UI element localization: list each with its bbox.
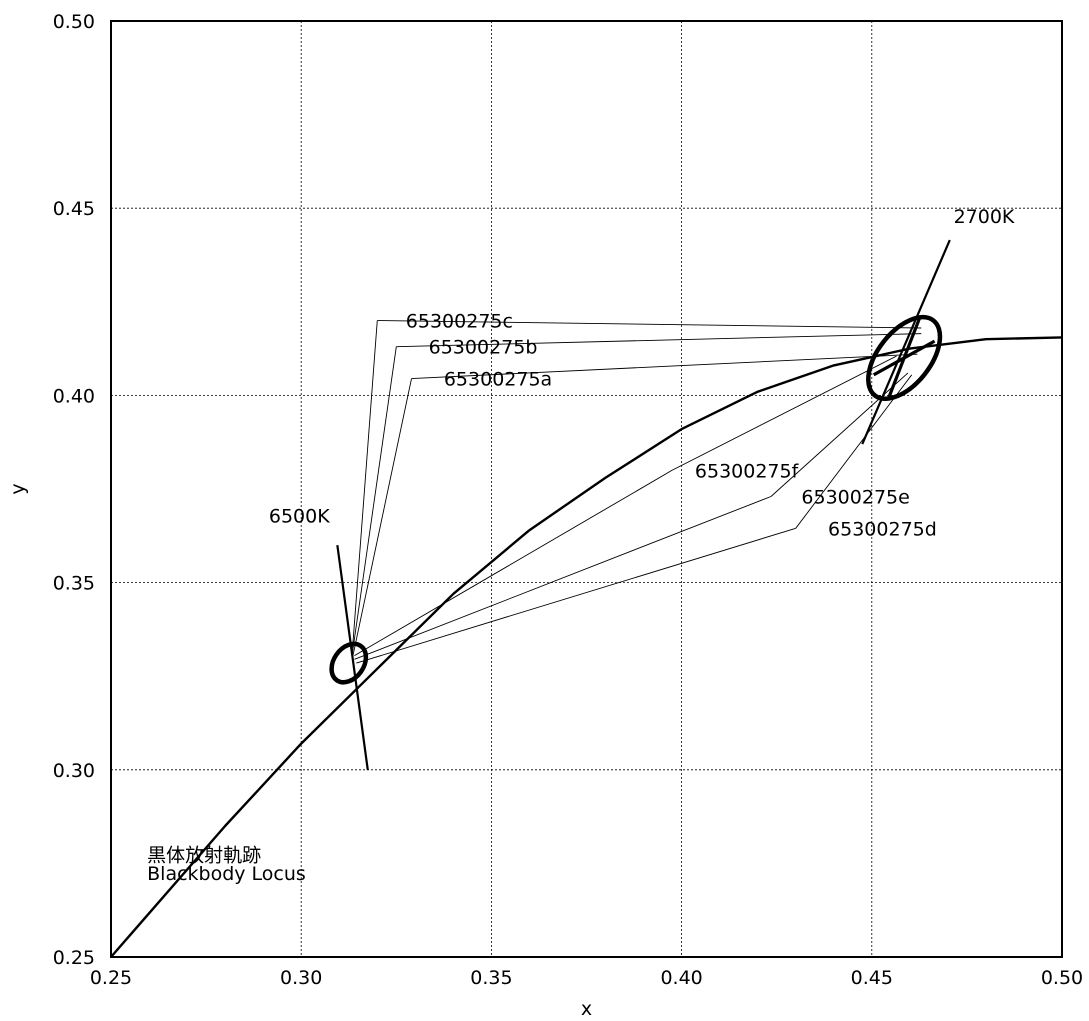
y-tick-label: 0.25 — [53, 947, 95, 969]
x-tick-label: 0.35 — [470, 967, 512, 989]
sample-65300275f-label: 65300275f — [695, 460, 800, 482]
sample-65300275c-leader-2700k — [377, 320, 922, 329]
spoke-2700k — [902, 318, 921, 359]
x-axis-label: x — [581, 998, 592, 1020]
plot-frame — [110, 20, 1063, 958]
y-tick-label: 0.35 — [53, 573, 95, 595]
sample-65300275a-leader-2700k — [411, 353, 918, 380]
sample-65300275f-leader-2700k — [671, 355, 897, 471]
ellipse-6500k — [329, 641, 369, 685]
y-tick-label: 0.40 — [53, 385, 95, 407]
spoke-2700k — [887, 357, 906, 398]
sample-65300275d-leader-2700k — [795, 374, 913, 529]
tick-labels: 0.25 0.30 0.35 0.40 0.45 0.50 0.25 0.30 0.35 0.40… — [53, 11, 1083, 989]
sample-65300275e-leader-6500k — [354, 496, 772, 660]
spoke-2700k — [903, 339, 936, 360]
sample-65300275f-leader-6500k — [354, 469, 673, 656]
y-tick-label: 0.45 — [53, 198, 95, 220]
chart-marks — [110, 239, 1063, 958]
sample-65300275b-leader-2700k — [396, 333, 922, 348]
sample-65300275e-leader-2700k — [770, 372, 909, 497]
annotation-text: 黒体放射軌跡 — [147, 845, 261, 867]
x-tick-label: 0.40 — [660, 967, 702, 989]
sample-65300275d-label: 65300275d — [828, 518, 937, 540]
sample-65300275e-label: 65300275e — [801, 486, 909, 508]
sample-65300275a-label: 65300275a — [444, 369, 552, 391]
x-tick-label: 0.45 — [851, 967, 893, 989]
x-tick-label: 0.30 — [280, 967, 322, 989]
annotation-text: 2700K — [954, 206, 1015, 228]
x-tick-label: 0.50 — [1041, 967, 1083, 989]
plot-area — [110, 20, 1063, 958]
annotation-text: 6500K — [269, 506, 330, 528]
sample-65300275c-label: 65300275c — [406, 311, 513, 333]
sample-65300275b-label: 65300275b — [429, 337, 538, 359]
y-axis-label: y — [7, 483, 29, 494]
cct-line-2700k — [861, 239, 951, 445]
y-tick-label: 0.30 — [53, 760, 95, 782]
ellipse-2700k — [866, 314, 943, 402]
sample-65300275d-leader-6500k — [356, 527, 796, 664]
spoke-2700k — [872, 356, 905, 377]
sample-65300275a-leader-6500k — [352, 378, 412, 658]
annotations: 65300275c65300275b65300275a65300275f6530… — [147, 206, 1015, 885]
blackbody-locus-line — [110, 336, 1063, 958]
sample-65300275b-leader-6500k — [352, 346, 397, 652]
x-tick-label: 0.25 — [90, 967, 132, 989]
sample-65300275c-leader-6500k — [352, 320, 378, 649]
y-tick-label: 0.50 — [53, 11, 95, 33]
annotation-text: Blackbody Locus — [147, 863, 306, 885]
